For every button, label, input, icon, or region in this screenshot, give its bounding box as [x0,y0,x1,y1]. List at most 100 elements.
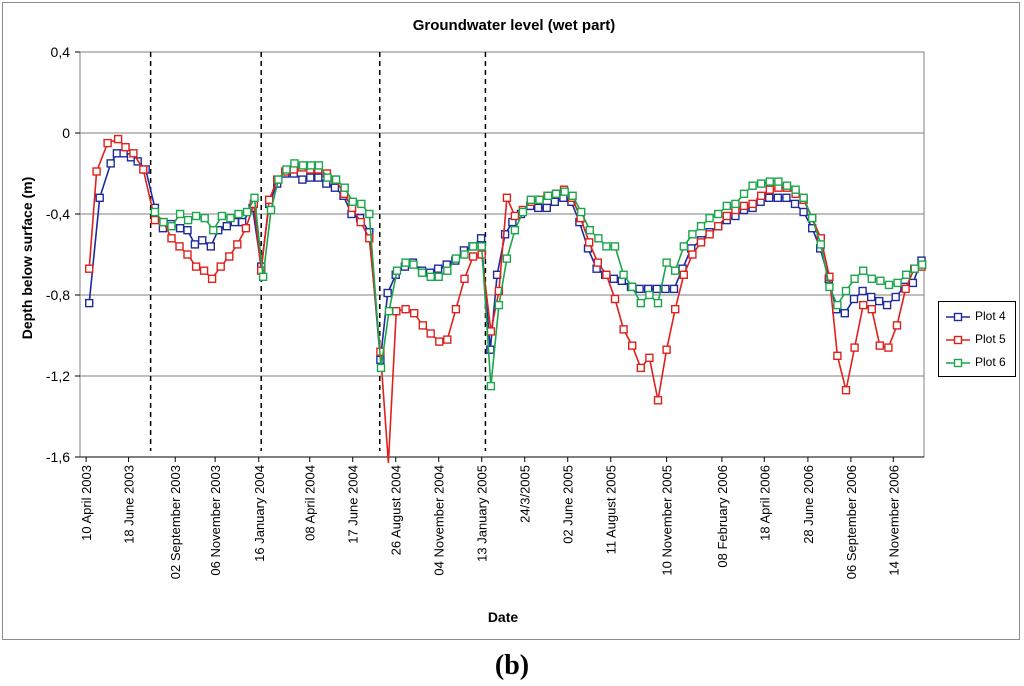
data-point-plot-4 [433,264,443,273]
data-point-plot-6 [417,268,427,277]
data-point-plot-6 [731,199,740,209]
data-point-plot-6 [688,230,697,239]
data-point-plot-4 [298,175,307,184]
data-point-plot-6 [543,191,553,201]
data-point-plot-5 [748,199,757,209]
series-line-plot-4 [88,152,923,360]
data-point-plot-4 [891,292,900,302]
data-point-plot-6 [494,300,504,310]
data-point-plot-5 [167,234,176,243]
x-tick-label: 26 August 2004 [389,465,404,555]
data-point-plot-4 [197,236,207,245]
data-point-plot-5 [585,238,594,247]
y-tick-label: 0 [62,125,70,141]
data-point-plot-5 [867,305,876,314]
data-point-plot-5 [410,309,419,318]
x-tick-label: 06 November 2003 [208,465,223,576]
data-point-plot-4 [790,199,800,209]
data-point-plot-5 [714,221,723,231]
data-point-plot-6 [226,213,235,223]
data-point-plot-6 [696,221,706,231]
x-tick-label: 24/3/2005 [518,465,533,523]
y-axis-ticks: -1,6 -1,2 -0,8 -0,4 0 0,4 [46,44,80,465]
data-point-plot-6 [250,193,259,203]
data-point-plot-4 [183,225,192,235]
data-point-plot-5 [502,193,512,203]
legend-item-plot-6: Plot 6 [945,353,1015,373]
data-point-plot-6 [209,225,218,235]
data-point-plot-6 [619,270,628,279]
data-point-plot-6 [468,242,478,251]
data-point-plot-4 [609,274,618,283]
data-point-plot-5 [825,272,834,281]
data-point-plot-6 [722,201,731,211]
legend: Plot 4 Plot 5 Plot 6 [938,301,1016,377]
data-point-plot-6 [282,165,291,174]
data-point-plot-6 [217,211,227,221]
data-point-plot-4 [858,286,867,296]
data-point-plot-5 [435,337,444,346]
data-point-plot-4 [84,298,94,308]
data-point-plot-5 [875,341,884,350]
data-point-plot-6 [679,242,688,251]
data-point-plot-6 [577,207,586,217]
data-point-plot-4 [206,242,216,251]
data-point-plot-4 [542,203,551,213]
data-point-plot-6 [841,286,851,296]
y-tick-label: -1,6 [46,449,70,465]
data-point-plot-5 [113,134,123,144]
data-point-plot-6 [850,274,859,283]
data-point-plot-4 [222,221,232,231]
data-point-plot-5 [392,307,401,316]
data-point-plot-6 [833,300,842,310]
data-point-plot-6 [636,298,645,308]
data-point-plot-6 [867,274,876,283]
series-plot-6 [150,159,927,391]
data-point-plot-6 [918,260,927,269]
data-point-plot-6 [331,175,341,184]
data-point-plot-5 [662,345,671,354]
data-point-plot-4 [908,278,918,288]
data-point-plot-5 [451,305,461,314]
data-point-plot-6 [671,266,680,275]
data-point-plot-4 [112,149,122,158]
data-point-plot-4 [175,223,185,233]
data-point-plot-6 [791,185,800,194]
data-point-plot-6 [234,209,243,219]
data-point-plot-4 [383,288,392,298]
data-point-plot-5 [460,274,469,283]
data-point-plot-6 [560,187,569,196]
data-point-plot-6 [568,191,577,201]
data-point-plot-5 [765,185,774,194]
data-point-plot-6 [714,209,723,219]
data-point-plot-6 [859,266,868,275]
data-point-plot-6 [150,207,160,217]
x-tick-label: 02 June 2005 [561,465,576,544]
x-tick-label: 28 June 2006 [801,465,816,544]
data-point-plot-5 [92,167,101,176]
data-point-plot-5 [443,335,452,344]
data-point-plot-4 [840,309,849,318]
data-point-plot-6 [510,225,520,235]
data-point-plot-5 [593,258,602,267]
data-point-plot-5 [901,284,910,294]
legend-label-plot-6: Plot 6 [975,355,1006,369]
data-point-plot-6 [258,272,268,281]
data-point-plot-5 [183,250,192,259]
data-point-plot-6 [535,195,544,205]
data-point-plot-5 [859,300,868,310]
data-point-plot-6 [782,181,792,190]
data-point-plot-5 [418,321,427,330]
x-tick-label: 08 February 2006 [715,465,730,568]
data-point-plot-6 [426,272,435,281]
data-point-plot-6 [477,242,486,251]
data-point-plot-6 [401,258,410,267]
data-point-plot-6 [902,270,911,279]
data-point-plot-5 [722,211,731,221]
data-point-plot-5 [486,327,496,336]
x-axis-ticks: 10 April 2003 18 June 2003 02 September 20… [79,456,924,579]
data-point-plot-4 [773,193,782,203]
data-point-plot-6 [585,225,594,235]
data-point-plot-5 [602,270,611,279]
data-point-plot-4 [849,294,859,304]
